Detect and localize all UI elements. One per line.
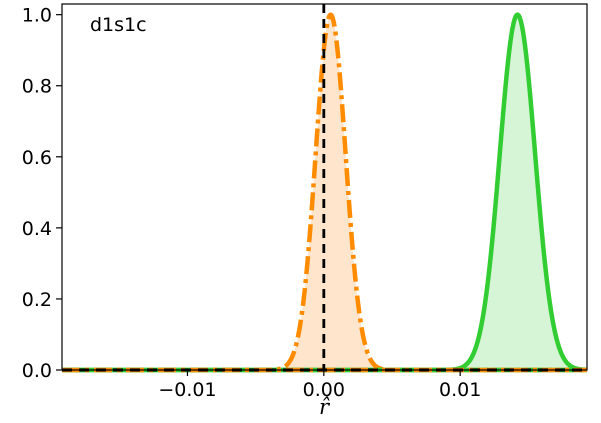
y-tick-label: 0.6 (22, 147, 52, 169)
x-axis-ticks: −0.01 0.00 0.01 (158, 370, 481, 401)
panel-label: d1s1c (90, 14, 147, 36)
x-tick-label: −0.01 (158, 379, 216, 401)
y-tick-label: 0.8 (22, 76, 52, 98)
y-tick-label: 1.0 (22, 5, 52, 27)
series-2-fill (62, 14, 587, 370)
x-tick-label: 0.01 (439, 379, 481, 401)
x-tick-label: 0.00 (303, 379, 345, 401)
x-axis-label: r̂ (319, 395, 331, 419)
y-tick-label: 0.4 (22, 218, 52, 240)
plot-frame (61, 3, 588, 371)
y-tick-label: 0.2 (22, 289, 52, 311)
y-tick-label: 0.0 (22, 360, 52, 382)
y-axis-ticks: 0.0 0.2 0.4 0.6 0.8 1.0 (22, 5, 62, 382)
